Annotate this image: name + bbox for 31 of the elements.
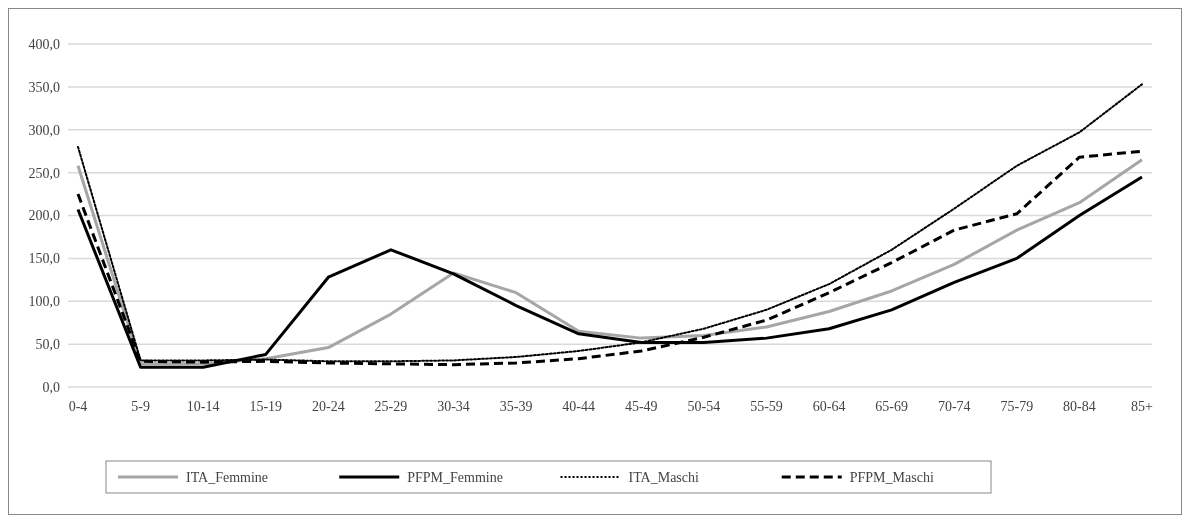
legend-label: ITA_Maschi — [628, 469, 700, 485]
x-tick-label: 60-64 — [812, 399, 846, 414]
x-tick-label: 50-54 — [687, 399, 721, 414]
x-tick-label: 40-44 — [562, 399, 596, 414]
x-tick-label: 80-84 — [1063, 399, 1096, 414]
legend-label: PFPM_Femmine — [407, 469, 503, 485]
y-tick-label: 0,0 — [42, 379, 60, 395]
y-tick-label: 100,0 — [28, 294, 60, 310]
x-tick-label: 10-14 — [186, 399, 220, 414]
x-tick-label: 20-24 — [312, 399, 345, 414]
y-tick-label: 200,0 — [28, 208, 60, 224]
legend-label: ITA_Femmine — [186, 469, 269, 485]
y-tick-label: 300,0 — [28, 122, 60, 138]
x-tick-label: 65-69 — [875, 399, 908, 414]
x-tick-label: 70-74 — [937, 399, 971, 414]
y-tick-label: 400,0 — [28, 36, 60, 52]
x-tick-label: 85+ — [1131, 399, 1154, 414]
x-tick-label: 75-79 — [1000, 399, 1034, 414]
x-tick-label: 30-34 — [437, 399, 470, 414]
legend-label: PFPM_Maschi — [849, 469, 934, 485]
x-tick-label: 55-59 — [750, 399, 783, 414]
x-tick-label: 5-9 — [131, 399, 150, 414]
x-tick-label: 15-19 — [249, 399, 283, 414]
y-tick-label: 350,0 — [28, 79, 60, 95]
x-tick-label: 45-49 — [624, 399, 658, 414]
y-tick-label: 150,0 — [28, 251, 60, 267]
y-tick-label: 250,0 — [28, 165, 60, 181]
x-tick-label: 35-39 — [499, 399, 533, 414]
y-tick-label: 50,0 — [35, 337, 60, 353]
x-tick-label: 25-29 — [374, 399, 408, 414]
x-tick-label: 0-4 — [68, 399, 88, 414]
